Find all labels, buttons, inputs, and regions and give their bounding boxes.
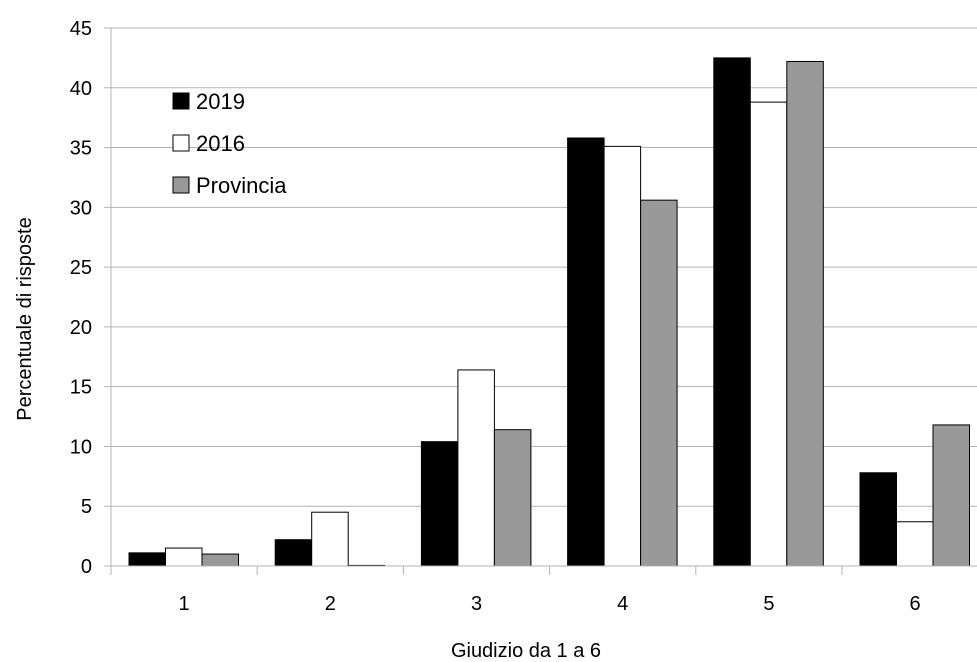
bar-2019-5 bbox=[713, 57, 751, 567]
y-tick-label: 40 bbox=[70, 78, 92, 100]
x-tick-label: 2 bbox=[325, 593, 336, 615]
y-tick-label: 20 bbox=[70, 317, 92, 339]
y-tick-label: 0 bbox=[81, 556, 92, 578]
x-axis-title: Giudizio da 1 a 6 bbox=[451, 640, 601, 662]
bar-2016-1 bbox=[165, 547, 203, 567]
y-tick-label: 45 bbox=[70, 18, 92, 40]
y-tick-label: 25 bbox=[70, 257, 92, 279]
y-tick-label: 5 bbox=[81, 496, 92, 518]
y-tick-label: 30 bbox=[70, 197, 92, 219]
bar-2019-2 bbox=[274, 539, 313, 567]
bar-2019-6 bbox=[859, 472, 897, 567]
y-tick-label: 35 bbox=[70, 138, 92, 160]
x-tick-label: 6 bbox=[910, 593, 921, 615]
legend-label-2019: 2019 bbox=[196, 89, 245, 114]
bar-2016-4 bbox=[603, 145, 642, 567]
y-axis-ticks: 0 5 10 15 20 25 30 35 40 45 bbox=[70, 18, 111, 578]
legend: 2019 2016 Provincia bbox=[172, 89, 287, 198]
bar-provincia-1 bbox=[201, 553, 239, 567]
bar-provincia-6 bbox=[932, 424, 970, 567]
bar-2019-1 bbox=[128, 552, 166, 567]
y-axis-title: Percentuale di risposte bbox=[14, 217, 36, 420]
bar-provincia-5 bbox=[786, 60, 824, 567]
gridlines bbox=[111, 27, 977, 507]
legend-label-provincia: Provincia bbox=[196, 173, 287, 198]
bar-2016-2 bbox=[311, 511, 349, 567]
legend-swatch-provincia bbox=[172, 176, 190, 194]
legend-swatch-2019 bbox=[172, 92, 190, 110]
y-tick-label: 15 bbox=[70, 377, 92, 399]
legend-label-2016: 2016 bbox=[196, 131, 245, 156]
bar-2019-3 bbox=[420, 441, 459, 567]
bar-2019-4 bbox=[567, 137, 605, 567]
x-tick-label: 1 bbox=[179, 593, 190, 615]
x-tick-label: 3 bbox=[471, 593, 482, 615]
bar-2016-5 bbox=[749, 101, 788, 567]
y-tick-label: 10 bbox=[70, 436, 92, 458]
bar-provincia-3 bbox=[493, 429, 532, 567]
bars bbox=[128, 57, 970, 567]
x-tick-label: 4 bbox=[617, 593, 628, 615]
axes bbox=[110, 28, 977, 567]
bar-provincia-4 bbox=[640, 199, 678, 567]
bar-2016-6 bbox=[896, 521, 934, 567]
legend-swatch-2016 bbox=[172, 134, 190, 152]
bar-2016-3 bbox=[457, 369, 495, 567]
x-axis-ticks: 1 2 3 4 5 6 bbox=[110, 566, 921, 615]
x-tick-label: 5 bbox=[763, 593, 774, 615]
